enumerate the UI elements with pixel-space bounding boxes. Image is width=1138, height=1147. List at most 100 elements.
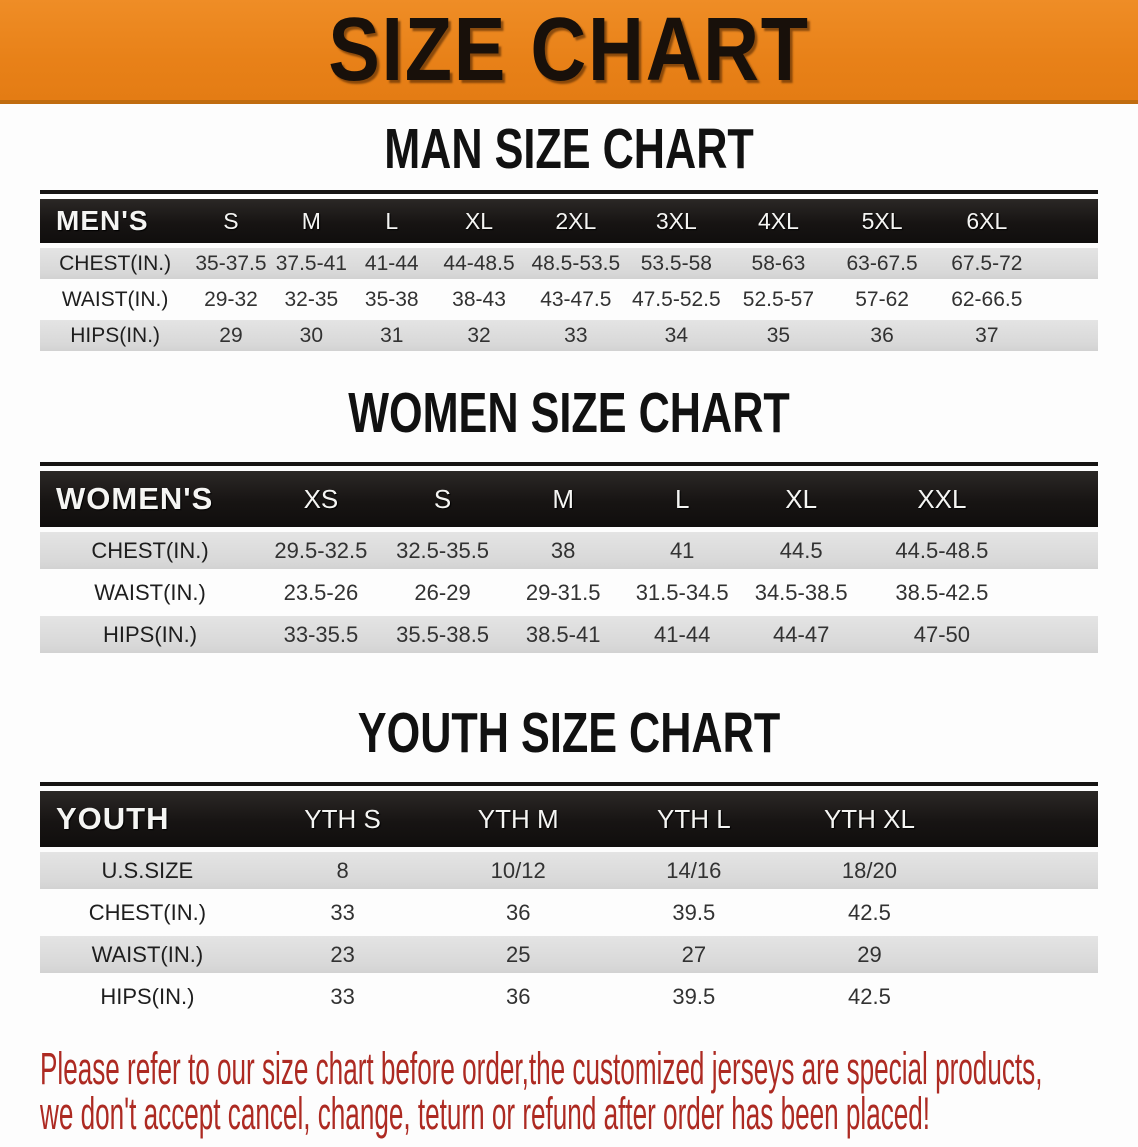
youth-size-value: 25 (430, 936, 607, 973)
women-size-value: 44.5 (741, 532, 861, 569)
women-size-value: 34.5-38.5 (741, 574, 861, 611)
men-size-column-header: S (190, 199, 272, 243)
men-size-value: 32 (432, 320, 526, 351)
youth-measurement-row: HIPS(IN.) 33 36 39.5 42.5 (40, 978, 1098, 1015)
page-title-text: SIZE CHART (328, 0, 810, 100)
youth-size-value: 36 (430, 894, 607, 931)
youth-header-spacer (957, 791, 1098, 847)
men-size-value: 32-35 (271, 284, 352, 315)
women-size-column-header: XL (741, 471, 861, 527)
men-size-column-header: 3XL (626, 199, 727, 243)
women-size-value: 41 (622, 532, 742, 569)
men-measurement-row: WAIST(IN.) 29-32 32-35 35-38 38-43 43-47.5 47.… (40, 284, 1098, 315)
youth-row-label: U.S.SIZE (40, 852, 255, 889)
men-size-value: 53.5-58 (626, 248, 727, 279)
men-size-value: 34 (626, 320, 727, 351)
men-size-column-header: 6XL (933, 199, 1040, 243)
women-size-value: 41-44 (622, 616, 742, 653)
men-size-value: 33 (525, 320, 627, 351)
page-title: SIZE CHART (289, 5, 849, 95)
youth-row-spacer (957, 936, 1098, 973)
men-row-spacer (1039, 320, 1098, 351)
youth-size-column-header: YTH L (606, 791, 782, 847)
youth-size-value: 10/12 (430, 852, 607, 889)
men-size-value: 29-32 (190, 284, 272, 315)
youth-row-label: CHEST(IN.) (40, 894, 255, 931)
men-size-column-header: 4XL (726, 199, 831, 243)
men-heading-text: MAN SIZE CHART (384, 117, 754, 181)
women-size-value: 38.5-41 (503, 616, 623, 653)
youth-size-value: 42.5 (781, 894, 958, 931)
youth-size-value: 39.5 (606, 978, 782, 1015)
men-size-table: MEN'S S M L XL 2XL 3XL 4XL 5XL 6XL CHEST(IN.) 35-37… (40, 190, 1098, 356)
notice-line-2-text: we don't accept cancel, change, teturn o… (40, 1088, 931, 1139)
youth-size-value: 23 (254, 936, 431, 973)
men-size-value: 63-67.5 (830, 248, 934, 279)
women-measurement-row: WAIST(IN.) 23.5-26 26-29 29-31.5 31.5-34.5 34… (40, 574, 1098, 611)
women-header-label: WOMEN'S (40, 471, 261, 527)
women-size-value: 47-50 (860, 616, 1023, 653)
youth-row-spacer (957, 894, 1098, 931)
men-size-value: 37 (933, 320, 1040, 351)
women-size-column-header: M (503, 471, 623, 527)
notice-line-1: Please refer to our size chart before or… (40, 1046, 1138, 1091)
youth-row-label: HIPS(IN.) (40, 978, 255, 1015)
women-row-spacer (1022, 532, 1098, 569)
men-size-value: 58-63 (726, 248, 831, 279)
men-size-column-header: XL (432, 199, 526, 243)
men-size-value: 52.5-57 (726, 284, 831, 315)
women-size-value: 33-35.5 (260, 616, 382, 653)
women-section: WOMEN SIZE CHART WOMEN'S XS S M L XL XXL CHEST(… (0, 385, 1138, 658)
women-size-value: 31.5-34.5 (622, 574, 742, 611)
women-row-label: WAIST(IN.) (40, 574, 261, 611)
youth-size-value: 36 (430, 978, 607, 1015)
youth-size-table: YOUTH YTH S YTH M YTH L YTH XL U.S.SIZE 8 10/12… (40, 782, 1098, 1020)
women-size-value: 44.5-48.5 (860, 532, 1023, 569)
youth-size-column-header: YTH XL (781, 791, 958, 847)
women-size-column-header: XXL (860, 471, 1023, 527)
youth-size-column-header: YTH S (254, 791, 431, 847)
youth-size-value: 39.5 (606, 894, 782, 931)
notice-line-2: we don't accept cancel, change, teturn o… (40, 1091, 1138, 1136)
men-size-value: 62-66.5 (933, 284, 1040, 315)
notice-line-1-text: Please refer to our size chart before or… (40, 1043, 1043, 1094)
men-size-value: 47.5-52.5 (626, 284, 727, 315)
women-size-table: WOMEN'S XS S M L XL XXL CHEST(IN.) 29.5-32.5 32.5… (40, 462, 1098, 658)
men-size-value: 30 (271, 320, 352, 351)
youth-size-value: 33 (254, 978, 431, 1015)
men-row-label: HIPS(IN.) (40, 320, 191, 351)
men-header-row: MEN'S S M L XL 2XL 3XL 4XL 5XL 6XL (40, 199, 1098, 243)
men-size-value: 44-48.5 (432, 248, 526, 279)
youth-size-value: 18/20 (781, 852, 958, 889)
youth-measurement-row: U.S.SIZE 8 10/12 14/16 18/20 (40, 852, 1098, 889)
women-size-column-header: S (381, 471, 504, 527)
men-size-value: 35-38 (351, 284, 433, 315)
women-row-spacer (1022, 574, 1098, 611)
men-size-column-header: 2XL (525, 199, 627, 243)
youth-section: YOUTH SIZE CHART YOUTH YTH S YTH M YTH L YTH… (0, 705, 1138, 1020)
youth-row-spacer (957, 852, 1098, 889)
women-measurement-row: CHEST(IN.) 29.5-32.5 32.5-35.5 38 41 44.5 44.5… (40, 532, 1098, 569)
women-row-label: HIPS(IN.) (40, 616, 261, 653)
women-size-value: 29-31.5 (503, 574, 623, 611)
men-size-value: 43-47.5 (525, 284, 627, 315)
men-measurement-row: HIPS(IN.) 29 30 31 32 33 34 35 36 37 (40, 320, 1098, 351)
women-size-value: 32.5-35.5 (381, 532, 504, 569)
men-measurement-row: CHEST(IN.) 35-37.5 37.5-41 41-44 44-48.5 48.5… (40, 248, 1098, 279)
men-size-value: 38-43 (432, 284, 526, 315)
youth-size-value: 8 (254, 852, 431, 889)
men-size-value: 31 (351, 320, 433, 351)
men-header-spacer (1039, 199, 1098, 243)
men-row-spacer (1039, 284, 1098, 315)
men-size-column-header: 5XL (830, 199, 934, 243)
women-size-value: 35.5-38.5 (381, 616, 504, 653)
order-notice: Please refer to our size chart before or… (40, 1046, 1138, 1136)
women-size-value: 26-29 (381, 574, 504, 611)
men-size-value: 36 (830, 320, 934, 351)
men-size-column-header: M (271, 199, 352, 243)
youth-heading: YOUTH SIZE CHART (0, 705, 1138, 762)
men-size-value: 29 (190, 320, 272, 351)
youth-row-spacer (957, 978, 1098, 1015)
women-header-spacer (1022, 471, 1098, 527)
